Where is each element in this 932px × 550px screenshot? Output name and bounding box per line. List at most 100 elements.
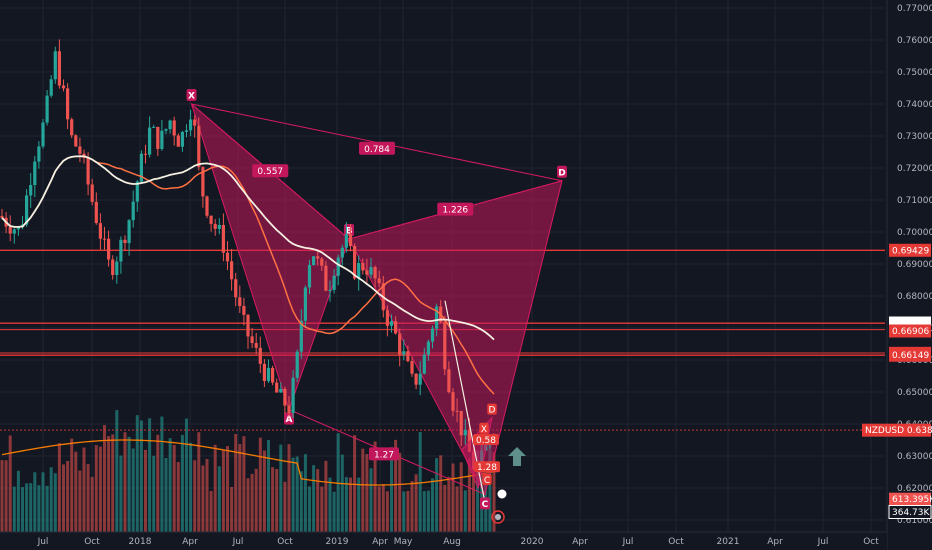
candle-body	[250, 336, 254, 343]
volume-bar	[123, 432, 127, 532]
price-tag: 0.66906	[892, 327, 929, 337]
volume-bar	[414, 474, 418, 532]
x-tick-label: Oct	[277, 537, 293, 547]
candle-body	[246, 314, 250, 337]
volume-bar	[320, 486, 324, 532]
price-tag: 0.66149	[892, 351, 929, 361]
price-tag-bg	[889, 492, 931, 506]
volume-bar	[135, 415, 139, 532]
y-tick-label: 0.75000	[897, 68, 932, 78]
price-tag-bg	[889, 243, 931, 257]
price-tag-bg	[888, 505, 932, 519]
volume-bar	[131, 448, 135, 532]
candle-body	[414, 373, 418, 385]
y-tick-label: 0.69000	[897, 260, 932, 270]
volume-bar	[115, 410, 119, 532]
price-tag: 364.73K	[892, 508, 930, 518]
volume-bar	[332, 491, 336, 532]
candle-body	[307, 265, 312, 288]
volume-bar	[185, 418, 188, 532]
candle-body	[197, 125, 201, 168]
volume-bar	[369, 468, 373, 532]
candle-body	[176, 135, 180, 147]
price-tag-bg	[889, 348, 931, 362]
candle-body	[61, 85, 66, 89]
volume-bar	[8, 435, 12, 532]
candle-body	[168, 120, 172, 130]
y-tick-label: 0.68000	[897, 292, 932, 302]
candle-body	[258, 347, 262, 364]
candle-body	[225, 252, 230, 262]
candle-body	[86, 157, 90, 185]
ratio-label-bg	[358, 141, 395, 155]
volume-bar	[385, 491, 389, 532]
volume-bar	[29, 483, 33, 532]
volume-bar	[340, 454, 344, 532]
volume-bar	[21, 487, 24, 532]
volume-bar	[37, 485, 41, 532]
volume-bar	[275, 468, 279, 532]
volume-bar	[406, 490, 410, 532]
candle-body	[332, 275, 336, 290]
candle-body	[275, 382, 279, 393]
volume-bar	[439, 455, 443, 532]
candle-body	[242, 306, 246, 315]
ma-white	[1, 155, 495, 341]
volume-bar	[172, 444, 176, 532]
time-axis[interactable]: Jul Oct 2018 Apr Jul Oct 2019 Apr May Aug 2020 Apr J…	[0, 531, 887, 550]
ratio-label: 1.226	[442, 206, 468, 216]
volume-bar	[62, 464, 65, 532]
price-tag: 0.69429	[892, 246, 929, 256]
ratio-label-bg	[437, 202, 474, 216]
harmonic-pattern: 0.557 0.784 1.226 1.27 X A B C D	[186, 89, 567, 510]
volume-bar	[144, 449, 147, 532]
volume-bar	[16, 470, 20, 532]
candle-body	[98, 223, 102, 239]
volume-bar	[279, 444, 283, 532]
y-tick-label: 0.72000	[897, 164, 932, 174]
x-tick-label: 2021	[717, 537, 740, 547]
price-tag: NZDUSD 0.63807	[865, 426, 932, 436]
volume-bar	[119, 455, 123, 532]
candle-body	[0, 216, 4, 218]
candle-body	[406, 351, 410, 362]
price-axis-bg	[887, 0, 932, 550]
candle-body	[271, 367, 275, 383]
point-label-d: D	[558, 168, 565, 178]
candle-body	[45, 95, 49, 123]
candle-body	[70, 119, 74, 136]
up-arrow-icon	[508, 447, 526, 466]
candle-body	[369, 267, 373, 275]
candle-body	[29, 185, 33, 196]
candle-body	[262, 363, 266, 382]
x-tick-label: Oct	[863, 537, 879, 547]
candle-body	[74, 135, 78, 147]
y-tick-label: 0.70000	[897, 228, 932, 238]
small-pattern-tag: 1.28	[477, 463, 497, 473]
volume-bar	[377, 486, 381, 532]
candle-body	[184, 130, 189, 132]
volume-bar	[271, 467, 275, 532]
small-pattern-tag-bg	[473, 434, 499, 445]
y-tick-label: 0.71000	[897, 196, 932, 206]
volume-bar	[459, 462, 463, 532]
volume-bar	[299, 471, 303, 532]
candle-body	[131, 201, 135, 221]
x-tick-label: Jul	[37, 537, 49, 547]
chart-extras	[491, 447, 526, 524]
candle-body	[377, 278, 381, 284]
info-dot-icon	[497, 489, 507, 499]
volume-bar	[492, 452, 496, 532]
volume-bar	[344, 477, 348, 532]
volume-bar	[422, 491, 426, 532]
price-tag: 613.395K	[892, 495, 932, 505]
volume-bar	[447, 476, 451, 532]
ratio-label: 1.27	[374, 450, 394, 460]
volume-bar	[262, 450, 266, 532]
volume-bar	[4, 460, 8, 532]
candle-body	[398, 333, 402, 355]
volume-bar	[295, 456, 299, 532]
volume-bar	[230, 486, 234, 532]
price-axis[interactable]: 0.77000 0.76000 0.75000 0.74000 0.73000 0.720…	[886, 0, 932, 550]
